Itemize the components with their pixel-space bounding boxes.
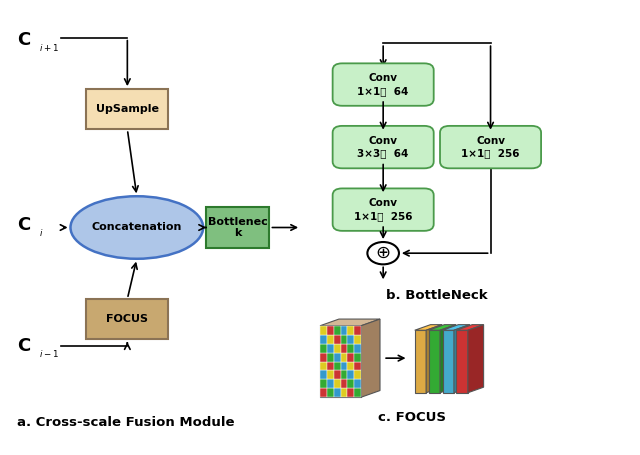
Polygon shape <box>327 362 333 370</box>
FancyBboxPatch shape <box>86 89 168 129</box>
Polygon shape <box>340 326 348 335</box>
Polygon shape <box>340 344 348 353</box>
Polygon shape <box>333 326 340 335</box>
Polygon shape <box>327 353 333 362</box>
Polygon shape <box>327 388 333 397</box>
Polygon shape <box>320 335 327 344</box>
Polygon shape <box>348 353 354 362</box>
Polygon shape <box>340 379 348 388</box>
Polygon shape <box>442 330 454 393</box>
Polygon shape <box>320 388 327 397</box>
Polygon shape <box>429 325 456 330</box>
Ellipse shape <box>70 196 203 259</box>
Polygon shape <box>340 388 348 397</box>
Polygon shape <box>348 379 354 388</box>
Polygon shape <box>348 344 354 353</box>
Polygon shape <box>456 330 468 393</box>
Polygon shape <box>333 379 340 388</box>
Polygon shape <box>426 325 442 393</box>
Polygon shape <box>340 335 348 344</box>
Polygon shape <box>333 335 340 344</box>
Polygon shape <box>348 388 354 397</box>
Polygon shape <box>354 326 361 335</box>
Text: $\mathbf{C}$: $\mathbf{C}$ <box>17 216 31 234</box>
Text: $\mathbf{C}$: $\mathbf{C}$ <box>17 337 31 355</box>
Polygon shape <box>348 362 354 370</box>
Polygon shape <box>320 379 327 388</box>
Polygon shape <box>415 330 426 393</box>
Polygon shape <box>348 370 354 379</box>
FancyBboxPatch shape <box>333 126 434 168</box>
Text: Conv
1×1，  256: Conv 1×1， 256 <box>461 136 520 158</box>
Polygon shape <box>320 326 361 397</box>
FancyBboxPatch shape <box>206 207 269 248</box>
Polygon shape <box>333 388 340 397</box>
Polygon shape <box>320 362 327 370</box>
Polygon shape <box>340 362 348 370</box>
Text: $_{i+1}$: $_{i+1}$ <box>39 40 59 53</box>
Polygon shape <box>415 325 442 330</box>
Polygon shape <box>327 370 333 379</box>
Polygon shape <box>354 379 361 388</box>
Polygon shape <box>440 325 456 393</box>
Polygon shape <box>320 370 327 379</box>
Polygon shape <box>456 325 484 330</box>
Text: $_{i-1}$: $_{i-1}$ <box>39 346 59 359</box>
Polygon shape <box>340 370 348 379</box>
Polygon shape <box>320 319 380 326</box>
Polygon shape <box>361 319 380 397</box>
Polygon shape <box>333 362 340 370</box>
Polygon shape <box>333 353 340 362</box>
Polygon shape <box>320 344 327 353</box>
Polygon shape <box>320 353 327 362</box>
Polygon shape <box>348 326 354 335</box>
Polygon shape <box>327 335 333 344</box>
Text: Conv
1×1，  256: Conv 1×1， 256 <box>354 198 412 221</box>
Polygon shape <box>333 370 340 379</box>
Text: FOCUS: FOCUS <box>106 314 148 324</box>
Polygon shape <box>354 388 361 397</box>
Polygon shape <box>327 379 333 388</box>
Polygon shape <box>429 330 440 393</box>
Text: Conv
1×1，  64: Conv 1×1， 64 <box>358 73 409 96</box>
Polygon shape <box>468 325 484 393</box>
FancyBboxPatch shape <box>86 299 168 339</box>
Polygon shape <box>348 335 354 344</box>
FancyBboxPatch shape <box>333 63 434 106</box>
Polygon shape <box>354 335 361 344</box>
Text: $\mathbf{C}$: $\mathbf{C}$ <box>17 31 31 49</box>
Polygon shape <box>354 353 361 362</box>
Text: a. Cross-scale Fusion Module: a. Cross-scale Fusion Module <box>17 415 234 429</box>
Text: Concatenation: Concatenation <box>92 222 182 233</box>
Text: b. BottleNeck: b. BottleNeck <box>386 289 488 302</box>
FancyBboxPatch shape <box>440 126 541 168</box>
Text: UpSample: UpSample <box>96 104 159 114</box>
Text: $_{i}$: $_{i}$ <box>39 226 44 238</box>
Polygon shape <box>354 344 361 353</box>
Polygon shape <box>333 344 340 353</box>
Polygon shape <box>354 362 361 370</box>
FancyBboxPatch shape <box>333 188 434 231</box>
Polygon shape <box>354 370 361 379</box>
Polygon shape <box>442 325 470 330</box>
Polygon shape <box>327 344 333 353</box>
Text: c. FOCUS: c. FOCUS <box>378 410 445 424</box>
Polygon shape <box>454 325 470 393</box>
Polygon shape <box>327 326 333 335</box>
Text: Conv
3×3，  64: Conv 3×3， 64 <box>358 136 409 158</box>
Polygon shape <box>320 326 327 335</box>
Text: $\oplus$: $\oplus$ <box>376 244 391 262</box>
Text: Bottlenec
k: Bottlenec k <box>208 217 268 238</box>
Polygon shape <box>340 353 348 362</box>
